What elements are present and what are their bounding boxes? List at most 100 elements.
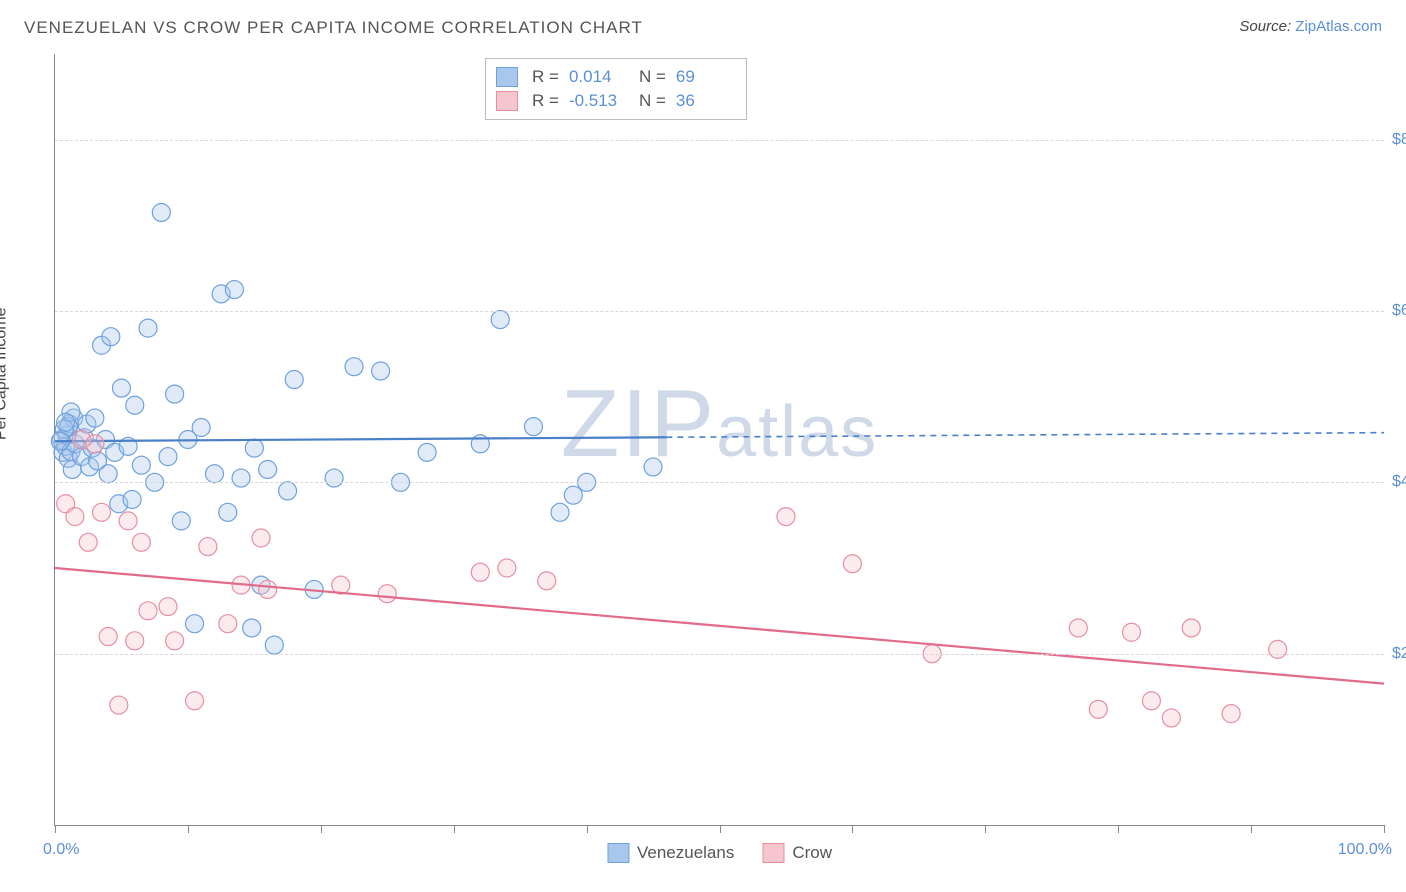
- data-point: [265, 636, 283, 654]
- series-legend: Venezuelans Crow: [607, 843, 832, 863]
- r-label: R =: [532, 91, 559, 111]
- data-point: [57, 413, 75, 431]
- correlation-chart: Per Capita Income ZIPatlas R =0.014N =69…: [54, 54, 1384, 826]
- legend-swatch: [496, 67, 518, 87]
- data-point: [524, 418, 542, 436]
- legend-swatch: [762, 843, 784, 863]
- legend-item: Crow: [762, 843, 832, 863]
- x-tick: [454, 825, 455, 833]
- trend-line-extrapolated: [666, 433, 1384, 438]
- data-point: [471, 563, 489, 581]
- data-point: [1222, 705, 1240, 723]
- data-point: [132, 533, 150, 551]
- data-point: [372, 362, 390, 380]
- data-point: [285, 371, 303, 389]
- data-point: [279, 482, 297, 500]
- x-tick: [321, 825, 322, 833]
- r-value: -0.513: [569, 91, 625, 111]
- data-point: [491, 311, 509, 329]
- data-point: [551, 503, 569, 521]
- data-point: [79, 533, 97, 551]
- data-point: [66, 508, 84, 526]
- data-point: [119, 512, 137, 530]
- x-axis-min-label: 0.0%: [43, 841, 79, 859]
- data-point: [159, 448, 177, 466]
- data-point: [259, 460, 277, 478]
- x-tick: [1384, 825, 1385, 833]
- data-point: [99, 465, 117, 483]
- data-point: [219, 615, 237, 633]
- data-point: [159, 598, 177, 616]
- data-point: [126, 396, 144, 414]
- legend-item: Venezuelans: [607, 843, 734, 863]
- data-point: [86, 409, 104, 427]
- data-point: [259, 580, 277, 598]
- y-tick-label: $20,000: [1392, 645, 1406, 663]
- legend-swatch: [496, 91, 518, 111]
- data-point: [378, 585, 396, 603]
- data-point: [1142, 692, 1160, 710]
- source-credit: Source: ZipAtlas.com: [1239, 18, 1382, 35]
- n-value: 36: [676, 91, 732, 111]
- y-tick-label: $60,000: [1392, 302, 1406, 320]
- data-point: [243, 619, 261, 637]
- data-point: [1089, 700, 1107, 718]
- x-axis-max-label: 100.0%: [1338, 841, 1392, 859]
- data-point: [186, 692, 204, 710]
- n-label: N =: [639, 91, 666, 111]
- data-point: [418, 443, 436, 461]
- data-point: [252, 529, 270, 547]
- data-point: [93, 503, 111, 521]
- data-point: [232, 469, 250, 487]
- data-point: [843, 555, 861, 573]
- gridline: [55, 654, 1384, 655]
- x-tick: [985, 825, 986, 833]
- r-value: 0.014: [569, 67, 625, 87]
- data-point: [139, 319, 157, 337]
- data-point: [186, 615, 204, 633]
- data-point: [166, 385, 184, 403]
- data-point: [123, 490, 141, 508]
- r-label: R =: [532, 67, 559, 87]
- data-point: [166, 632, 184, 650]
- data-point: [1069, 619, 1087, 637]
- data-point: [139, 602, 157, 620]
- x-tick: [587, 825, 588, 833]
- data-point: [1269, 640, 1287, 658]
- data-point: [325, 469, 343, 487]
- stats-legend: R =0.014N =69R =-0.513N =36: [485, 58, 747, 120]
- gridline: [55, 482, 1384, 483]
- stats-legend-row: R = -0.513 N = 36: [496, 89, 732, 113]
- data-point: [538, 572, 556, 590]
- data-point: [777, 508, 795, 526]
- legend-label: Crow: [792, 843, 832, 863]
- x-tick: [720, 825, 721, 833]
- y-tick-label: $80,000: [1392, 131, 1406, 149]
- data-point: [219, 503, 237, 521]
- y-tick-label: $40,000: [1392, 473, 1406, 491]
- data-point: [1162, 709, 1180, 727]
- x-tick: [852, 825, 853, 833]
- data-point: [172, 512, 190, 530]
- scatter-plot: [55, 54, 1384, 825]
- data-point: [86, 435, 104, 453]
- data-point: [1122, 623, 1140, 641]
- data-point: [152, 203, 170, 221]
- data-point: [245, 439, 263, 457]
- y-axis-label: Per Capita Income: [0, 307, 11, 440]
- legend-label: Venezuelans: [637, 843, 734, 863]
- x-tick: [188, 825, 189, 833]
- data-point: [112, 379, 130, 397]
- source-link[interactable]: ZipAtlas.com: [1295, 18, 1382, 35]
- gridline: [55, 311, 1384, 312]
- x-tick: [1118, 825, 1119, 833]
- data-point: [205, 465, 223, 483]
- n-label: N =: [639, 67, 666, 87]
- data-point: [345, 358, 363, 376]
- data-point: [102, 328, 120, 346]
- gridline: [55, 140, 1384, 141]
- data-point: [225, 281, 243, 299]
- data-point: [192, 419, 210, 437]
- data-point: [644, 458, 662, 476]
- legend-swatch: [607, 843, 629, 863]
